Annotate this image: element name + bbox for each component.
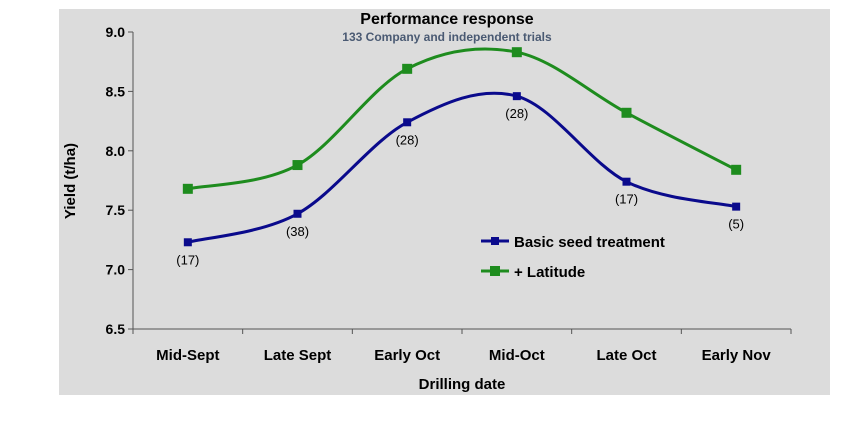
x-tick-label: Late Sept bbox=[264, 347, 332, 364]
data-point-latitude bbox=[621, 107, 632, 118]
series-layer bbox=[182, 47, 742, 247]
data-labels: (17) (38) (28) (28) (17) (5) bbox=[176, 106, 744, 267]
chart-title: Performance response bbox=[360, 11, 534, 28]
chart-panel: Performance response 133 Company and ind… bbox=[59, 9, 830, 395]
y-tick-label: 8.5 bbox=[106, 83, 126, 99]
data-point-basic-seed-treatment bbox=[512, 92, 521, 101]
data-label: (28) bbox=[396, 132, 419, 147]
y-tick-label: 9.0 bbox=[106, 24, 126, 40]
axes: 6.5 7.0 7.5 8.0 8.5 9.0 Mid-Sept Late Sept Early… bbox=[106, 24, 792, 364]
yield-line-chart: Performance response 133 Company and ind… bbox=[59, 9, 830, 395]
data-point-latitude bbox=[511, 47, 522, 58]
data-point-basic-seed-treatment bbox=[293, 209, 302, 218]
legend: Basic seed treatment + Latitude bbox=[481, 234, 665, 281]
data-point-latitude bbox=[402, 63, 413, 74]
y-axis-title: Yield (t/ha) bbox=[62, 143, 79, 219]
chart-subtitle: 133 Company and independent trials bbox=[342, 30, 552, 44]
x-tick-label: Late Oct bbox=[596, 347, 656, 364]
y-tick-label: 7.0 bbox=[106, 262, 126, 278]
data-point-latitude bbox=[731, 164, 742, 175]
data-label: (17) bbox=[615, 192, 638, 207]
legend-marker-basic-seed-treatment bbox=[491, 237, 499, 245]
data-label: (17) bbox=[176, 252, 199, 267]
x-tick-label: Early Oct bbox=[374, 347, 440, 364]
data-label: (28) bbox=[505, 106, 528, 121]
y-tick-label: 7.5 bbox=[106, 202, 126, 218]
data-point-basic-seed-treatment bbox=[183, 238, 192, 247]
data-label: (5) bbox=[728, 217, 744, 232]
data-label: (38) bbox=[286, 224, 309, 239]
y-tick-label: 6.5 bbox=[106, 321, 126, 337]
series-line-basic-seed-treatment bbox=[187, 91, 737, 244]
series-line-latitude bbox=[187, 47, 737, 191]
data-point-basic-seed-treatment bbox=[732, 202, 741, 211]
x-tick-label: Early Nov bbox=[702, 347, 772, 364]
y-tick-label: 8.0 bbox=[106, 143, 126, 159]
legend-label-latitude: + Latitude bbox=[514, 264, 585, 281]
x-tick-label: Mid-Sept bbox=[156, 347, 219, 364]
legend-label-basic-seed-treatment: Basic seed treatment bbox=[514, 234, 665, 251]
data-point-basic-seed-treatment bbox=[403, 118, 412, 127]
data-point-latitude bbox=[292, 160, 303, 171]
x-axis-title: Drilling date bbox=[419, 376, 506, 393]
x-tick-label: Mid-Oct bbox=[489, 347, 545, 364]
data-point-basic-seed-treatment bbox=[622, 177, 631, 186]
data-point-latitude bbox=[182, 183, 193, 194]
legend-marker-latitude bbox=[490, 266, 500, 276]
